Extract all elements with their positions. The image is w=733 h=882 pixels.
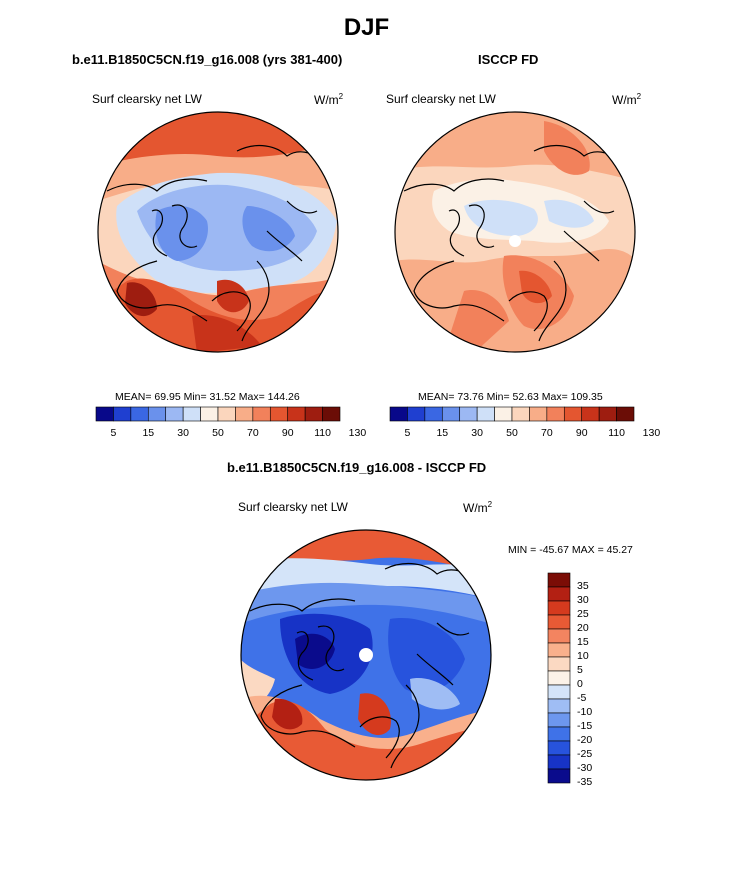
colorbar-swatch [165,406,184,422]
obs-colorbar-tick: 90 [575,427,588,439]
obs-colorbar-tick: 50 [506,427,518,439]
colorbar-swatch [459,406,478,422]
colorbar-swatch [547,726,571,742]
colorbar-swatch [547,768,571,784]
obs-panel-title: ISCCP FD [478,52,539,67]
colorbar-swatch [547,586,571,602]
colorbar-swatch [322,406,341,422]
colorbar-swatch [476,406,495,422]
diff-colorbar-tick: 30 [577,593,589,606]
diff-colorbar [547,572,571,784]
colorbar-swatch [547,684,571,700]
colorbar-swatch [511,406,530,422]
obs-units-label: W/m2 [612,92,642,107]
model-colorbar-tick: 70 [247,427,259,439]
obs-variable-label: Surf clearsky net LW [386,92,496,106]
diff-variable-label: Surf clearsky net LW [238,500,348,514]
colorbar-swatch [235,406,254,422]
colorbar-swatch [200,406,219,422]
model-colorbar-ticks: 5 15 30 50 70 90 110 130 [96,427,367,441]
colorbar-swatch [547,656,571,672]
colorbar-swatch [269,406,289,422]
diff-units-label: W/m2 [463,500,493,515]
colorbar-swatch [547,572,571,588]
colorbar-swatch [529,406,548,422]
diff-colorbar-ticks: 35 30 25 20 15 10 5 0 -5 -10 -15 -20 -25… [577,573,617,788]
colorbar-swatch [547,712,571,728]
figure-title: DJF [343,14,390,41]
colorbar-swatch [113,406,132,422]
model-units-label: W/m2 [314,92,344,107]
colorbar-swatch [304,406,323,422]
colorbar-swatch [547,600,571,616]
colorbar-swatch [547,614,571,630]
diff-colorbar-tick: 0 [577,677,583,690]
diff-stats: MIN = -45.67 MAX = 45.27 [508,544,633,556]
diff-colorbar-tick: 5 [577,663,583,676]
model-panel-title: b.e11.B1850C5CN.f19_g16.008 (yrs 381-400… [72,52,343,67]
colorbar-swatch [95,406,114,422]
colorbar-swatch [563,406,583,422]
colorbar-swatch [546,406,565,422]
colorbar-swatch [547,628,571,644]
colorbar-swatch [182,406,201,422]
diff-colorbar-tick: -25 [577,747,593,760]
obs-colorbar-ticks: 5 15 30 50 70 90 110 130 [390,427,661,441]
obs-colorbar-tick: 30 [471,427,483,439]
colorbar-swatch [389,406,408,422]
model-stats: MEAN= 69.95 Min= 31.52 Max= 144.26 [115,391,300,403]
colorbar-swatch [547,698,571,714]
colorbar-swatch [598,406,617,422]
model-polar-map [97,111,339,353]
diff-polar-map [240,529,492,781]
diff-colorbar-tick: 35 [577,579,589,592]
model-colorbar-tick: 15 [142,427,155,439]
model-colorbar-tick: 5 [110,427,117,439]
diff-colorbar-tick: -15 [577,719,593,732]
model-colorbar-tick: 30 [177,427,189,439]
diff-colorbar-tick: 10 [577,649,589,662]
obs-stats: MEAN= 73.76 Min= 52.63 Max= 109.35 [418,391,603,403]
colorbar-swatch [616,406,635,422]
diff-colorbar-tick: -5 [577,691,587,704]
obs-colorbar-tick: 130 [642,427,661,439]
diff-colorbar-tick: 20 [577,621,589,634]
obs-colorbar-tick: 5 [404,427,411,439]
colorbar-swatch [130,406,149,422]
obs-colorbar-tick: 110 [608,427,625,439]
colorbar-swatch [147,406,167,422]
colorbar-swatch [407,406,426,422]
obs-colorbar [389,406,635,422]
diff-colorbar-tick: 25 [577,607,589,620]
colorbar-swatch [547,754,571,770]
colorbar-swatch [424,406,443,422]
diff-panel-title: b.e11.B1850C5CN.f19_g16.008 - ISCCP FD [227,460,487,475]
obs-colorbar-tick: 15 [436,427,449,439]
colorbar-swatch [217,406,236,422]
model-colorbar-tick: 90 [281,427,294,439]
diff-colorbar-tick: -20 [577,733,593,746]
colorbar-swatch [441,406,461,422]
model-colorbar-tick: 130 [348,427,367,439]
model-colorbar-tick: 50 [212,427,224,439]
colorbar-swatch [287,406,306,422]
obs-colorbar-tick: 70 [541,427,553,439]
colorbar-swatch [494,406,513,422]
obs-polar-map [394,111,636,353]
colorbar-swatch [581,406,600,422]
colorbar-swatch [547,670,571,686]
diff-colorbar-tick: 15 [577,635,589,648]
diff-colorbar-tick: -35 [577,775,593,788]
model-colorbar-tick: 110 [314,427,331,439]
model-variable-label: Surf clearsky net LW [92,92,202,106]
colorbar-swatch [547,642,571,658]
diff-colorbar-tick: -30 [577,761,593,774]
colorbar-swatch [547,740,571,756]
colorbar-swatch [252,406,271,422]
model-colorbar [95,406,341,422]
diff-colorbar-tick: -10 [577,705,593,718]
